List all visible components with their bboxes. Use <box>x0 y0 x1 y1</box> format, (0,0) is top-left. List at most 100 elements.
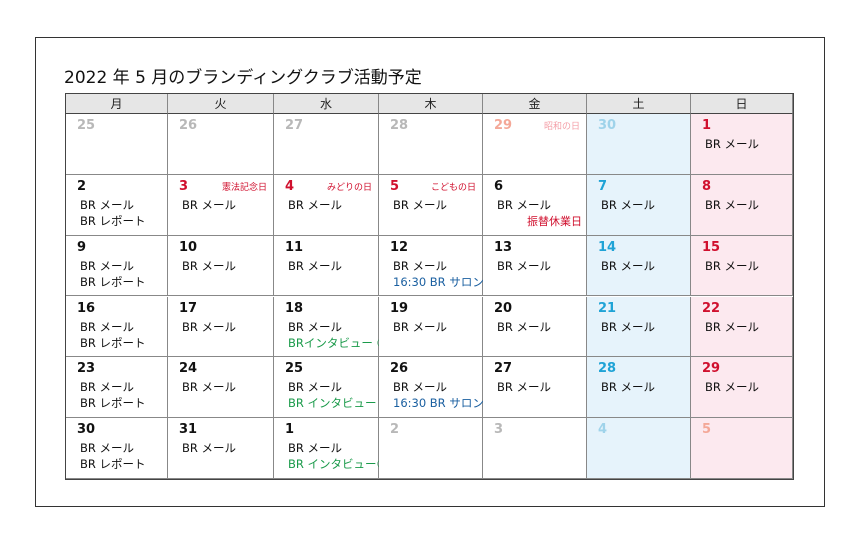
day-number: 5 <box>702 422 712 438</box>
day-number: 31 <box>179 422 198 438</box>
day-cell: 18 BR メール BRインタビュー ① <box>274 296 387 358</box>
event: BR メール <box>288 197 343 212</box>
day-cell: 24 BR メール <box>168 357 274 419</box>
day-number: 25 <box>285 361 304 377</box>
event: BR レポート <box>80 274 146 289</box>
holiday-label: こどもの日 <box>430 182 476 193</box>
day-number: 2 <box>390 422 400 438</box>
title: 2022 年 5 月のブランディングクラブ活動予定 <box>64 68 422 88</box>
event: BR メール <box>182 319 237 334</box>
day-number: 21 <box>598 300 617 316</box>
event: BR メール <box>182 380 237 395</box>
event: BR メール <box>80 441 135 456</box>
day-number: 20 <box>494 300 513 316</box>
day-cell: 28 <box>379 114 483 175</box>
event: BR メール <box>288 258 343 273</box>
event: 16:30 BR サロン <box>393 274 484 289</box>
event: BR メール <box>80 258 135 273</box>
weekday-header: 月 <box>66 94 168 114</box>
day-number: 17 <box>179 300 198 316</box>
day-cell: 4 みどりの日 BR メール <box>274 174 379 236</box>
event: BR メール <box>393 197 448 212</box>
day-number: 4 <box>598 422 608 438</box>
day-number: 4 <box>285 178 295 194</box>
event: 16:30 BR サロン <box>393 396 484 411</box>
day-number: 25 <box>77 118 96 133</box>
day-cell: 30 BR メール BR レポート <box>66 418 168 479</box>
event: BR メール <box>705 319 760 334</box>
day-cell: 2 BR メール BR レポート <box>66 174 168 236</box>
day-number: 23 <box>77 361 96 377</box>
event: BR メール <box>601 319 656 334</box>
event: BR メール <box>393 258 448 273</box>
day-number: 27 <box>494 361 513 377</box>
event: BR メール <box>601 258 656 273</box>
day-cell: 1 BR メール BR インタビュー③ <box>274 418 387 479</box>
day-cell: 29 昭和の日 <box>483 114 587 175</box>
day-number: 2 <box>77 178 87 194</box>
day-number: 30 <box>77 422 96 438</box>
day-cell: 11 BR メール <box>274 235 379 297</box>
holiday-label: 憲法記念日 <box>221 182 267 193</box>
day-number: 28 <box>598 361 617 377</box>
day-number: 22 <box>702 300 721 316</box>
day-cell: 30 <box>587 114 691 175</box>
day-number: 14 <box>598 239 617 255</box>
day-cell: 14 BR メール <box>587 235 691 297</box>
day-cell: 8 BR メール <box>691 174 793 236</box>
day-number: 27 <box>285 118 304 133</box>
event: BR メール <box>182 258 237 273</box>
day-number: 10 <box>179 239 198 255</box>
holiday-label: みどりの日 <box>326 182 372 193</box>
day-cell: 17 BR メール <box>168 296 274 358</box>
day-cell: 23 BR メール BR レポート <box>66 357 168 419</box>
event: BR レポート <box>80 457 146 472</box>
weekday-header: 水 <box>274 94 379 114</box>
day-number: 26 <box>179 118 198 133</box>
day-number: 3 <box>179 178 189 194</box>
event: BR メール <box>80 319 135 334</box>
day-cell: 27 <box>274 114 379 175</box>
event: BR メール <box>497 380 552 395</box>
day-cell: 5 <box>691 418 793 479</box>
day-cell: 16 BR メール BR レポート <box>66 296 168 358</box>
event: BR メール <box>288 441 343 456</box>
day-number: 1 <box>285 422 295 438</box>
event: BR メール <box>393 319 448 334</box>
event: BR メール <box>601 197 656 212</box>
event: BR メール <box>182 197 237 212</box>
event: BR メール <box>497 319 552 334</box>
event: BR メール <box>705 137 760 151</box>
day-cell: 4 <box>587 418 691 479</box>
day-number: 16 <box>77 300 96 316</box>
holiday-note: 振替休業日 <box>527 214 582 228</box>
day-number: 5 <box>390 178 400 194</box>
day-cell: 25 BR メール BR インタビュー ② <box>274 357 391 419</box>
day-cell: 9 BR メール BR レポート <box>66 235 168 297</box>
day-cell: 26 <box>168 114 274 175</box>
event: BR メール <box>601 380 656 395</box>
day-number: 26 <box>390 361 409 377</box>
event: BR メール <box>497 258 552 273</box>
day-cell: 19 BR メール <box>379 296 483 358</box>
event: BR インタビュー ② <box>288 396 391 411</box>
day-cell: 1 BR メール <box>691 114 793 175</box>
holiday-label: 昭和の日 <box>543 122 580 132</box>
weekday-header: 日 <box>691 94 793 114</box>
day-cell: 5 こどもの日 BR メール <box>379 174 483 236</box>
weekday-header: 木 <box>379 94 483 114</box>
event: BR メール <box>705 197 760 212</box>
day-number: 15 <box>702 239 721 255</box>
day-number: 9 <box>77 239 87 255</box>
day-cell: 13 BR メール <box>483 235 587 297</box>
day-number: 24 <box>179 361 198 377</box>
day-cell: 6 振替休業日 BR メール <box>483 174 587 236</box>
day-number: 6 <box>494 178 504 194</box>
day-number: 29 <box>702 361 721 377</box>
day-number: 12 <box>390 239 409 255</box>
event: BR メール <box>705 380 760 395</box>
day-cell: 21 BR メール <box>587 296 691 358</box>
day-number: 18 <box>285 300 304 316</box>
day-cell: 20 BR メール <box>483 296 587 358</box>
